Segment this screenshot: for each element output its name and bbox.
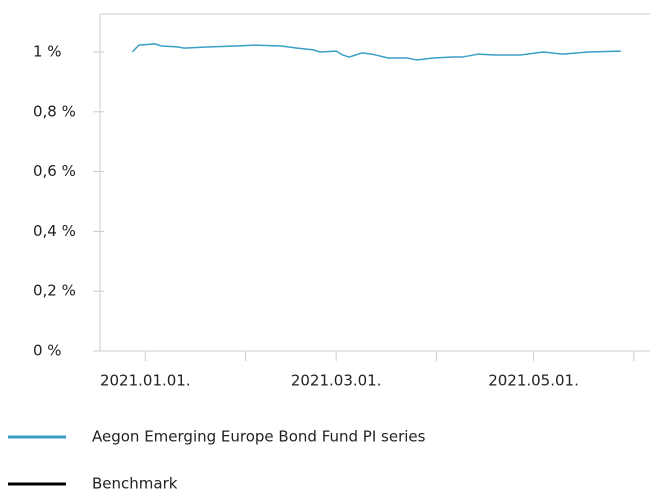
x-tick-label: 2021.01.01. (100, 372, 191, 390)
legend-label: Benchmark (92, 475, 178, 492)
x-tick-label: 2021.05.01. (488, 372, 579, 390)
y-tick-label: 0,6 % (33, 162, 76, 180)
x-tick-label: 2021.03.01. (291, 372, 382, 390)
legend-label: Aegon Emerging Europe Bond Fund PI serie… (92, 428, 426, 446)
y-tick-label: 1 % (33, 42, 62, 60)
y-tick-label: 0 % (33, 342, 62, 360)
series-line (131, 43, 621, 61)
y-tick-label: 0,8 % (33, 102, 76, 120)
y-tick-label: 0,2 % (33, 282, 76, 300)
y-tick-label: 0,4 % (33, 222, 76, 240)
